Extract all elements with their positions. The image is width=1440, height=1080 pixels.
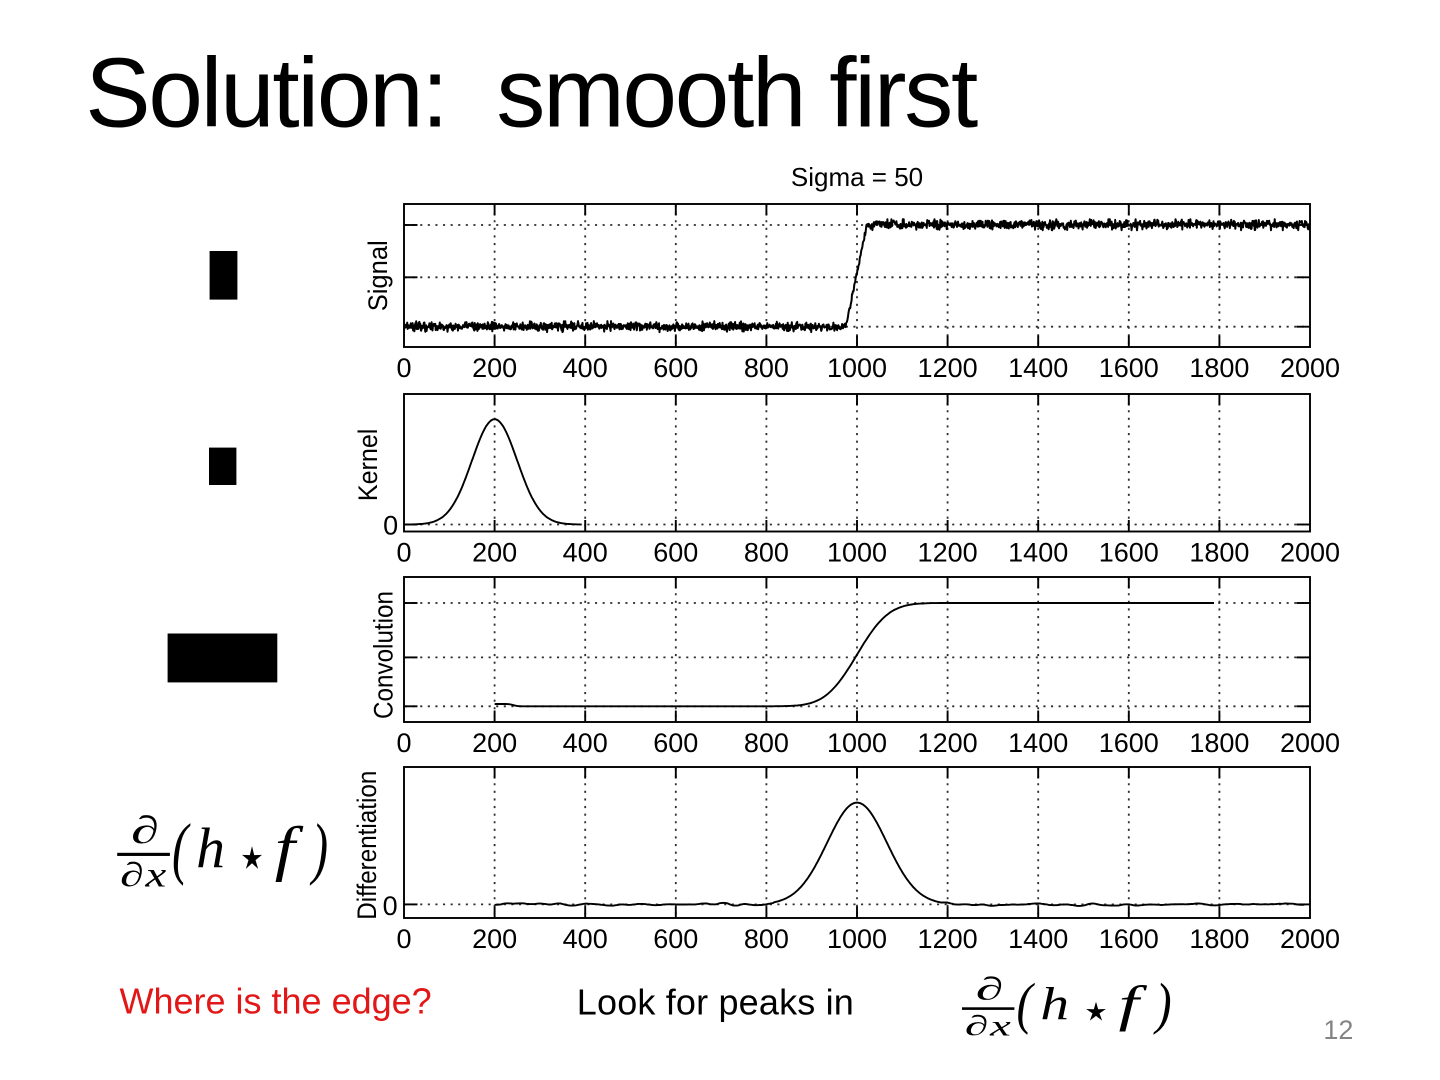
svg-text:1200: 1200	[918, 538, 978, 568]
svg-text:Differentiation: Differentiation	[352, 771, 382, 920]
svg-text:0: 0	[396, 353, 411, 383]
svg-text:1000: 1000	[827, 728, 887, 758]
svg-text:∂: ∂	[120, 856, 144, 894]
svg-text:1600: 1600	[1099, 353, 1159, 383]
svg-text:1000: 1000	[827, 538, 887, 568]
svg-text:1800: 1800	[1189, 353, 1249, 383]
svg-text:0: 0	[383, 510, 398, 540]
svg-text:2000: 2000	[1280, 538, 1340, 568]
svg-text:2000: 2000	[1280, 924, 1340, 954]
svg-text:1400: 1400	[1008, 728, 1068, 758]
svg-text:400: 400	[563, 538, 608, 568]
svg-text:Where is the edge?: Where is the edge?	[120, 981, 432, 1022]
svg-text:h: h	[1040, 978, 1069, 1030]
svg-text:(: (	[1017, 973, 1036, 1036]
svg-text:0: 0	[396, 924, 411, 954]
svg-text:1000: 1000	[827, 353, 887, 383]
svg-text:1600: 1600	[1099, 538, 1159, 568]
svg-text:1400: 1400	[1008, 353, 1068, 383]
svg-text:800: 800	[744, 538, 789, 568]
svg-text:): )	[1153, 973, 1172, 1036]
svg-text:1800: 1800	[1189, 728, 1249, 758]
svg-text:400: 400	[563, 353, 608, 383]
svg-text:0: 0	[396, 538, 411, 568]
svg-text:2000: 2000	[1280, 728, 1340, 758]
svg-text:2000: 2000	[1280, 353, 1340, 383]
svg-text:400: 400	[563, 728, 608, 758]
svg-text:600: 600	[653, 538, 698, 568]
svg-text:200: 200	[472, 353, 517, 383]
svg-text:Signal: Signal	[363, 240, 393, 311]
svg-text:1400: 1400	[1008, 538, 1068, 568]
svg-text:1200: 1200	[918, 924, 978, 954]
svg-text:1800: 1800	[1189, 924, 1249, 954]
svg-text:Kernel: Kernel	[353, 429, 383, 502]
svg-text:h: h	[196, 818, 225, 881]
svg-text:x: x	[989, 1009, 1012, 1042]
svg-text:600: 600	[653, 353, 698, 383]
svg-text:200: 200	[472, 538, 517, 568]
svg-text:∂: ∂	[965, 1011, 989, 1042]
svg-text:600: 600	[653, 728, 698, 758]
svg-text:0: 0	[396, 728, 411, 758]
svg-text:Sigma = 50: Sigma = 50	[791, 162, 923, 192]
svg-text:400: 400	[563, 924, 608, 954]
svg-text:Convolution: Convolution	[368, 591, 398, 719]
svg-text:200: 200	[472, 924, 517, 954]
svg-text:12: 12	[1323, 1015, 1353, 1045]
svg-text:∂: ∂	[976, 971, 1004, 1007]
svg-text:200: 200	[472, 728, 517, 758]
svg-text:1200: 1200	[918, 728, 978, 758]
svg-text:1400: 1400	[1008, 924, 1068, 954]
svg-text:800: 800	[744, 728, 789, 758]
svg-text:): )	[310, 810, 329, 886]
svg-text:1800: 1800	[1189, 538, 1249, 568]
svg-text:1200: 1200	[918, 353, 978, 383]
svg-text:x: x	[144, 855, 166, 895]
svg-text:800: 800	[744, 353, 789, 383]
svg-text:800: 800	[744, 924, 789, 954]
svg-text:1600: 1600	[1099, 924, 1159, 954]
svg-text:0: 0	[383, 891, 398, 921]
svg-text:Look for peaks in: Look for peaks in	[577, 982, 854, 1023]
svg-text:1000: 1000	[827, 924, 887, 954]
svg-text:Solution: smooth first: Solution: smooth first	[85, 37, 978, 147]
svg-text:(: (	[172, 810, 191, 886]
svg-text:∂: ∂	[131, 809, 159, 851]
svg-text:600: 600	[653, 924, 698, 954]
svg-text:1600: 1600	[1099, 728, 1159, 758]
